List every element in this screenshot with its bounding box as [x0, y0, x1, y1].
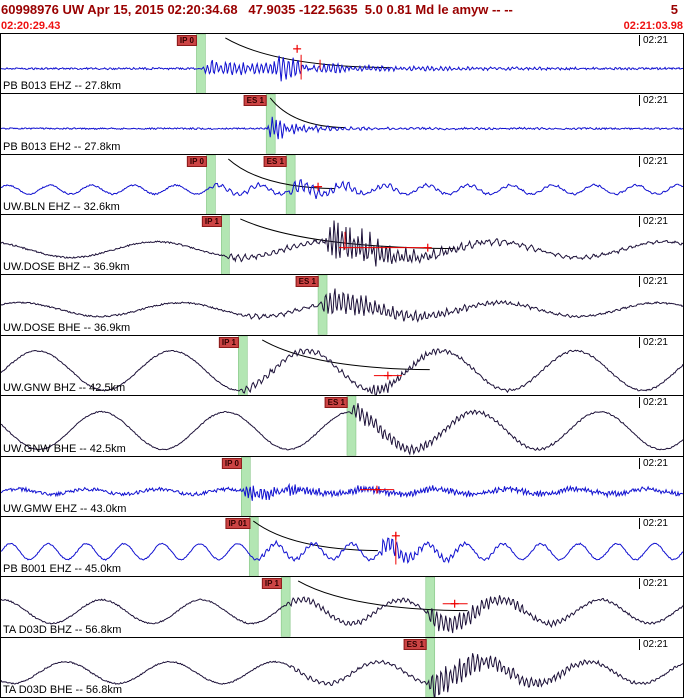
pick-phase-label[interactable]: IP 01 — [225, 517, 250, 529]
pick-phase-label[interactable]: IP 0 — [221, 457, 242, 469]
coda-decay-curve — [240, 218, 455, 250]
minute-tick-label: 02:21 — [638, 517, 668, 529]
waveform-trace — [1, 178, 683, 199]
waveform — [1, 275, 683, 335]
minute-tick-label: 02:21 — [638, 216, 668, 228]
pick-phase-label[interactable]: IP 0 — [176, 35, 197, 46]
coda-decay-curve — [227, 158, 336, 189]
pick-phase-label[interactable]: ES 1 — [403, 638, 427, 650]
window-end-time: 02:21:03.98 — [623, 19, 683, 32]
trace-row[interactable]: 02:21 PB B013 EH2 -- 27.8km ES 1 — [1, 93, 683, 154]
minute-tick-label: 02:21 — [638, 35, 668, 46]
trace-row[interactable]: 02:21 UW.DOSE BHZ -- 36.9km IP 1 — [1, 214, 683, 275]
minute-tick-label: 02:21 — [638, 397, 668, 409]
pick-phase-label[interactable]: ES 1 — [243, 95, 267, 107]
minute-tick-label: 02:21 — [638, 276, 668, 288]
event-summary: 60998976 UW Apr 15, 2015 02:20:34.68 47.… — [1, 1, 513, 17]
station-label: PB B001 EHZ -- 45.0km — [3, 563, 121, 576]
trace-row[interactable]: 02:21 PB B013 EHZ -- 27.8km IP 0 — [1, 33, 683, 94]
pick-phase-label[interactable]: ES 1 — [263, 155, 287, 167]
coda-decay-curve — [252, 520, 378, 552]
minute-tick-label: 02:21 — [638, 578, 668, 590]
waveform-trace — [1, 482, 683, 501]
coda-decay-curve — [297, 580, 468, 612]
station-label: UW.GNW BHZ -- 42.5km — [3, 382, 126, 395]
trace-row[interactable]: 02:21 UW.GMW EHZ -- 43.0km IP 0 — [1, 455, 683, 516]
minute-tick-label: 02:21 — [638, 95, 668, 107]
pick-phase-label[interactable]: ES 1 — [324, 397, 348, 409]
waveform — [1, 94, 683, 154]
minute-tick-label: 02:21 — [638, 155, 668, 167]
waveform — [1, 154, 683, 215]
pick-phase-label[interactable]: ES 1 — [295, 276, 319, 288]
waveform-trace — [1, 348, 683, 396]
waveform — [1, 456, 683, 516]
time-window-bar: 02:20:29.43 02:21:03.98 — [0, 18, 684, 33]
pick-phase-label[interactable]: IP 0 — [186, 155, 207, 167]
trace-row[interactable]: 02:21 UW.GNW BHE -- 42.5km ES 1 — [1, 395, 683, 456]
window-start-time: 02:20:29.43 — [1, 19, 61, 32]
waveform — [1, 516, 683, 577]
event-header: 60998976 UW Apr 15, 2015 02:20:34.68 47.… — [0, 0, 684, 18]
waveform — [1, 577, 683, 637]
trace-row[interactable]: 02:21 PB B001 EHZ -- 45.0km IP 01 — [1, 515, 683, 577]
pick-band[interactable] — [346, 396, 357, 456]
station-label: UW.BLN EHZ -- 32.6km — [3, 201, 120, 214]
station-label: UW.DOSE BHE -- 36.9km — [3, 321, 131, 334]
waveform-trace — [1, 220, 683, 267]
trace-panel: 02:21 PB B013 EHZ -- 27.8km IP 0 02:21 P… — [0, 33, 684, 698]
trace-row[interactable]: 02:21 UW.BLN EHZ -- 32.6km IP 0 ES 1 — [1, 153, 683, 215]
waveform — [1, 335, 683, 396]
waveform-trace — [1, 403, 683, 456]
waveform — [1, 396, 683, 456]
pick-band[interactable] — [238, 335, 248, 396]
waveform-trace — [1, 55, 683, 82]
pick-phase-label[interactable]: IP 1 — [201, 216, 222, 228]
coda-decay-curve — [261, 339, 430, 370]
trace-row[interactable]: 02:21 TA D03D BHE -- 56.8km ES 1 — [1, 636, 683, 697]
coda-decay-curve — [225, 37, 390, 69]
pick-band[interactable] — [221, 215, 230, 275]
waveform — [1, 637, 683, 697]
waveform-trace — [1, 537, 683, 564]
pick-phase-label[interactable]: IP 1 — [261, 578, 282, 590]
station-label: TA D03D BHZ -- 56.8km — [3, 623, 122, 636]
pick-band[interactable] — [425, 577, 436, 637]
pick-band[interactable] — [265, 94, 276, 154]
station-label: UW.DOSE BHZ -- 36.9km — [3, 261, 130, 274]
minute-tick-label: 02:21 — [638, 457, 668, 469]
station-label: PB B013 EHZ -- 27.8km — [3, 80, 121, 93]
minute-tick-label: 02:21 — [638, 638, 668, 650]
pick-band[interactable] — [280, 577, 291, 637]
pick-band[interactable] — [248, 516, 259, 577]
event-flag: 5 — [670, 1, 678, 17]
station-label: TA D03D BHE -- 56.8km — [3, 683, 122, 696]
waveform — [1, 215, 683, 275]
waveform-trace — [1, 117, 683, 140]
station-label: UW.GNW BHE -- 42.5km — [3, 442, 126, 455]
waveform — [1, 34, 683, 94]
pick-band[interactable] — [425, 637, 436, 697]
coda-decay-curve — [269, 98, 346, 129]
waveform-trace — [1, 652, 683, 697]
minute-tick-label: 02:21 — [638, 336, 668, 348]
trace-row[interactable]: 02:21 TA D03D BHZ -- 56.8km IP 1 — [1, 576, 683, 637]
station-label: PB B013 EH2 -- 27.8km — [3, 140, 121, 153]
waveform-trace — [1, 288, 683, 324]
station-label: UW.GMW EHZ -- 43.0km — [3, 502, 127, 515]
waveform-trace — [1, 595, 683, 634]
trace-row[interactable]: 02:21 UW.DOSE BHE -- 36.9km ES 1 — [1, 274, 683, 335]
trace-row[interactable]: 02:21 UW.GNW BHZ -- 42.5km IP 1 — [1, 334, 683, 396]
pick-band[interactable] — [196, 34, 206, 94]
pick-band[interactable] — [206, 154, 216, 215]
pick-phase-label[interactable]: IP 1 — [218, 336, 239, 348]
